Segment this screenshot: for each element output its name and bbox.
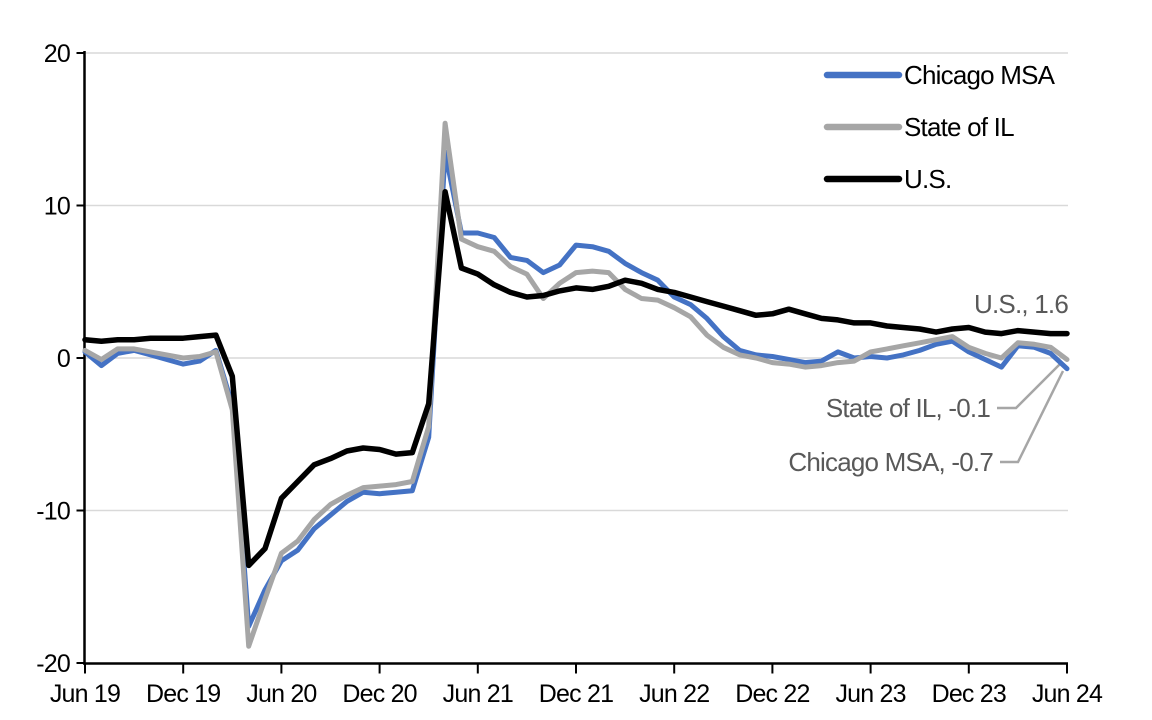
annotation-leader-state-of-il <box>997 363 1061 410</box>
series-lines <box>82 120 1070 649</box>
x-axis-tick-label: Jun 19 <box>50 680 120 708</box>
x-axis-tick-label: Jun 21 <box>443 680 513 708</box>
legend-label-state-of-il: State of IL <box>904 112 1014 142</box>
x-axis-tick-label: Jun 24 <box>1032 680 1103 708</box>
legend-item-u-s: U.S. <box>823 164 952 194</box>
legend-item-state-of-il: State of IL <box>823 112 1015 142</box>
y-axis-tick-label: 20 <box>44 40 70 68</box>
legend-item-chicago-msa: Chicago MSA <box>823 60 1056 90</box>
y-axis-tick-label: -20 <box>36 650 70 678</box>
legend-label-u-s: U.S. <box>904 164 951 194</box>
annotation-state-of-il: State of IL, -0.1 <box>826 393 991 423</box>
x-axis: Jun 19 Dec 19 Jun 20 Dec 20 Jun 21 Dec 21 Jun … <box>50 662 1104 708</box>
gridlines <box>85 52 1068 512</box>
y-axis: 20 10 0 -10 -20 <box>36 40 86 678</box>
annotation-u-s: U.S., 1.6 <box>974 289 1068 319</box>
annotation-leaders <box>997 363 1065 464</box>
annotation-chicago-msa: Chicago MSA, -0.7 <box>788 447 993 477</box>
series-line-u-s <box>82 189 1070 569</box>
legend-label-chicago-msa: Chicago MSA <box>904 60 1056 90</box>
y-axis-tick-label: -10 <box>36 497 70 525</box>
legend: Chicago MSA State of IL U.S. <box>823 60 1056 194</box>
x-axis-tick-label: Dec 22 <box>735 680 809 708</box>
annotations: U.S., 1.6 State of IL, -0.1 Chicago MSA, -… <box>788 289 1069 477</box>
x-axis-tick-label: Dec 19 <box>146 680 220 708</box>
series-line-state-of-il <box>82 120 1070 649</box>
annotation-leader-chicago-msa <box>1000 370 1065 464</box>
x-axis-tick-label: Jun 23 <box>835 680 905 708</box>
x-axis-tick-label: Jun 20 <box>246 680 316 708</box>
y-axis-tick-label: 0 <box>57 345 70 373</box>
x-axis-tick-label: Dec 21 <box>539 680 613 708</box>
x-axis-tick-label: Dec 23 <box>932 680 1006 708</box>
x-axis-tick-label: Jun 22 <box>639 680 709 708</box>
x-axis-tick-label: Dec 20 <box>342 680 416 708</box>
y-axis-tick-label: 10 <box>44 192 70 220</box>
